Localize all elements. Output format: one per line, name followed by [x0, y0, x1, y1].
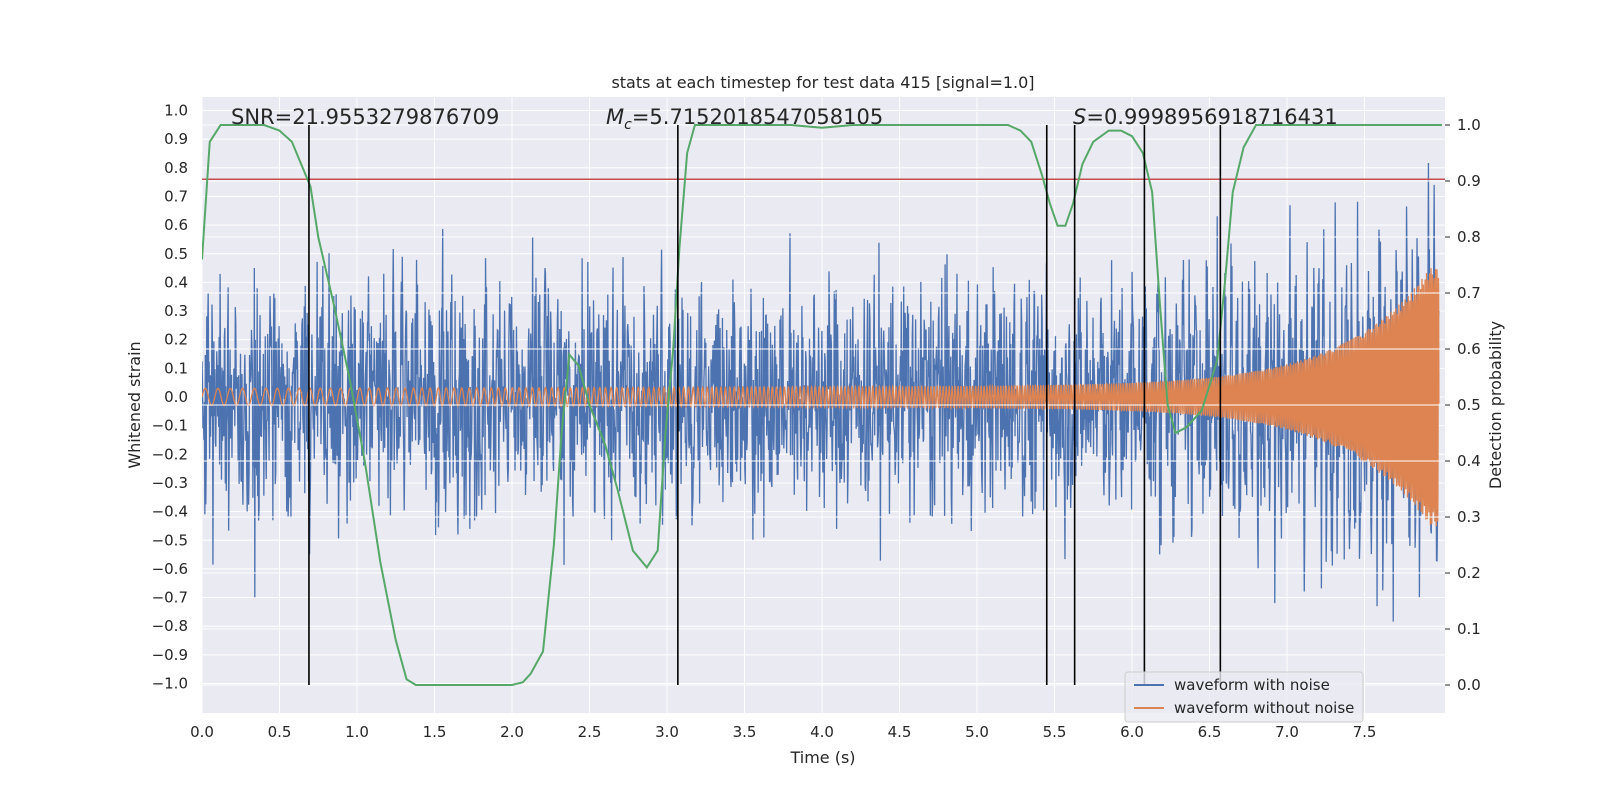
y-tick-label: 0.8 — [164, 159, 188, 177]
x-tick-label: 4.5 — [888, 723, 912, 741]
x-tick-label: 0.5 — [268, 723, 292, 741]
y-tick-label: 0.2 — [164, 331, 188, 349]
series-detection-probability — [202, 124, 1442, 686]
y2-tick-label: 0.5 — [1457, 396, 1481, 414]
x-tick-label: 7.0 — [1275, 723, 1299, 741]
legend-label-clean: waveform without noise — [1174, 699, 1354, 717]
x-tick-label: 2.5 — [578, 723, 602, 741]
x-tick-label: 6.5 — [1198, 723, 1222, 741]
y-axis-left: 1.0 0.9 0.8 0.7 0.6 0.5 0.4 0.3 0.2 0.1 0.0 −0.1 −0.… — [152, 102, 188, 693]
y-tick-label: −0.3 — [152, 474, 188, 492]
x-tick-label: 6.0 — [1120, 723, 1144, 741]
right-axis-grid — [202, 124, 1445, 686]
y2-tick-label: 0.3 — [1457, 508, 1481, 526]
x-tick-label: 1.0 — [345, 723, 369, 741]
annotation-s-statistic: S=0.9998956918716431 — [1073, 105, 1338, 129]
y-tick-label: 0.1 — [164, 359, 188, 377]
y2-tick-label: 0.0 — [1457, 676, 1481, 694]
y-axis-right: 1.0 0.9 0.8 0.7 0.6 0.5 0.4 0.3 0.2 0.1 0.0 — [1445, 116, 1481, 694]
y-axis-label: Whitened strain — [125, 341, 144, 468]
legend-label-noisy: waveform with noise — [1174, 676, 1330, 694]
x-tick-label: 3.5 — [733, 723, 757, 741]
y-tick-label: −0.6 — [152, 560, 188, 578]
annotation-s-value: =0.9998956918716431 — [1086, 105, 1337, 129]
series-waveform-without-noise — [202, 268, 1440, 526]
y2-tick-label: 0.7 — [1457, 284, 1481, 302]
y-tick-label: 0.9 — [164, 130, 188, 148]
y2-tick-label: 1.0 — [1457, 116, 1481, 134]
x-tick-label: 2.0 — [500, 723, 524, 741]
y2-tick-label: 0.9 — [1457, 172, 1481, 190]
annotation-mc-symbol: M — [606, 105, 624, 129]
y2-tick-label: 0.2 — [1457, 564, 1481, 582]
y2-tick-label: 0.8 — [1457, 228, 1481, 246]
x-tick-label: 1.5 — [423, 723, 447, 741]
y-tick-label: −0.5 — [152, 531, 188, 549]
y-tick-label: 0.3 — [164, 302, 188, 320]
y-tick-label: 0.6 — [164, 216, 188, 234]
y-tick-label: −0.9 — [152, 646, 188, 664]
x-tick-label: 4.0 — [810, 723, 834, 741]
x-tick-label: 0.0 — [190, 723, 214, 741]
y-tick-label: −1.0 — [152, 675, 188, 693]
annotation-s-symbol: S — [1073, 105, 1086, 129]
y-tick-label: 0.5 — [164, 245, 188, 263]
x-tick-label: 3.0 — [655, 723, 679, 741]
y2-tick-label: 0.6 — [1457, 340, 1481, 358]
vertical-markers — [308, 125, 1222, 685]
legend-box — [1124, 671, 1364, 723]
y-tick-label: 0.4 — [164, 273, 188, 291]
y-tick-label: −0.4 — [152, 503, 188, 521]
x-tick-label: 5.5 — [1043, 723, 1067, 741]
x-tick-label: 5.0 — [965, 723, 989, 741]
legend: waveform with noise waveform without noi… — [1124, 671, 1364, 723]
annotation-snr: SNR=21.9553279876709 — [231, 105, 499, 129]
chart-title: stats at each timestep for test data 415… — [611, 73, 1034, 92]
y2-tick-label: 0.4 — [1457, 452, 1481, 470]
y2-axis-label: Detection probability — [1486, 321, 1505, 489]
y-tick-label: −0.8 — [152, 617, 188, 635]
y-tick-label: 0.0 — [164, 388, 188, 406]
y-tick-label: −0.2 — [152, 445, 188, 463]
x-tick-label: 7.5 — [1353, 723, 1377, 741]
annotation-chirp-mass: Mc=5.7152018547058105 — [606, 105, 883, 133]
annotation-mc-sub: c — [624, 117, 632, 133]
series-layer — [202, 124, 1445, 686]
y-tick-label: −0.7 — [152, 589, 188, 607]
y-tick-label: −0.1 — [152, 417, 188, 435]
x-axis: 0.0 0.5 1.0 1.5 2.0 2.5 3.0 3.5 4.0 4.5 5.0 5.5 6.0 6… — [190, 723, 1376, 741]
annotation-mc-value: =5.7152018547058105 — [632, 105, 883, 129]
x-axis-label: Time (s) — [789, 748, 855, 767]
y-tick-label: 1.0 — [164, 102, 188, 120]
y-tick-label: 0.7 — [164, 187, 188, 205]
y2-tick-label: 0.1 — [1457, 620, 1481, 638]
